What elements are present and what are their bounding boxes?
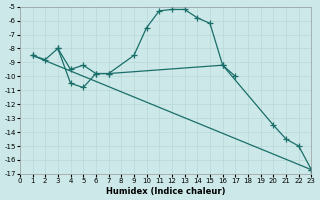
X-axis label: Humidex (Indice chaleur): Humidex (Indice chaleur) [106,187,225,196]
